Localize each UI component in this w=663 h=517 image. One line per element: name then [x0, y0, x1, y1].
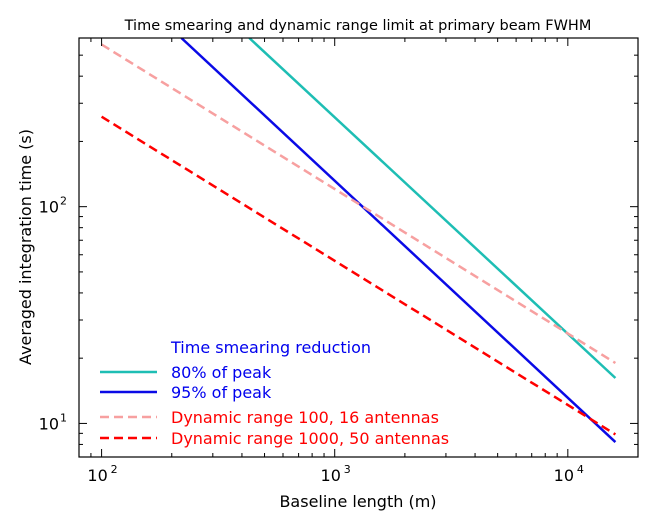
x-tick-label: 10: [87, 466, 107, 485]
series-line-4: [100, 115, 617, 436]
y-tick-label: 10: [39, 414, 59, 433]
series-lines: [100, 38, 617, 444]
y-tick-exponent: 1: [60, 411, 67, 424]
y-axis-label: Averaged integration time (s): [16, 129, 35, 365]
x-tick-exponent: 4: [577, 463, 584, 476]
y-tick-label: 10: [39, 198, 59, 217]
series-line-1: [248, 38, 617, 379]
axes-frame: [78, 37, 639, 458]
legend-label-4: Dynamic range 1000, 50 antennas: [171, 429, 449, 448]
x-tick-exponent: 3: [344, 463, 351, 476]
legend-title: Time smearing reduction: [170, 338, 371, 357]
x-tick-label: 10: [321, 466, 341, 485]
legend-label-1: 80% of peak: [171, 363, 272, 382]
x-tick-label: 10: [554, 466, 574, 485]
chart-title: Time smearing and dynamic range limit at…: [124, 18, 592, 34]
series-line-3: [100, 43, 617, 365]
series-line-2: [180, 38, 617, 444]
plot-area: [78, 37, 639, 458]
y-tick-exponent: 2: [60, 195, 67, 208]
legend-label-2: 95% of peak: [171, 383, 272, 402]
legend-label-3: Dynamic range 100, 16 antennas: [171, 408, 439, 427]
x-tick-exponent: 2: [111, 463, 118, 476]
axis-ticks: 10 2 10 3 10 410 110 2: [39, 37, 639, 485]
x-axis-label: Baseline length (m): [279, 492, 436, 511]
